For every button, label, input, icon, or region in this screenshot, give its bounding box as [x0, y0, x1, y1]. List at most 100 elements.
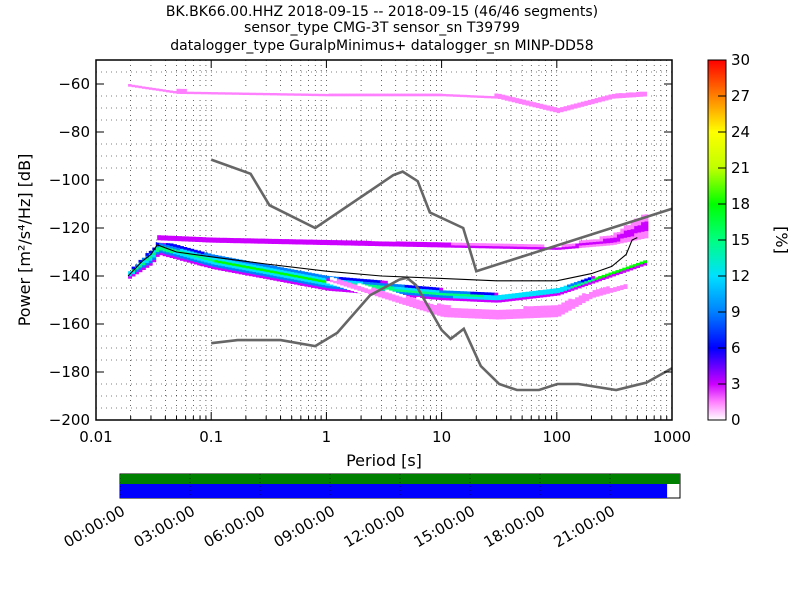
density-cell: [141, 264, 146, 268]
density-cell: [518, 295, 523, 298]
density-cell: [336, 240, 341, 243]
density-cell: [345, 96, 350, 99]
density-cell: [637, 225, 642, 228]
density-band-upper-band: [157, 211, 649, 253]
density-cell: [273, 273, 278, 276]
density-cell: [155, 251, 160, 255]
density-cell: [596, 246, 600, 249]
density-cell: [481, 309, 486, 312]
density-cell: [603, 243, 607, 246]
density-cell: [141, 86, 146, 89]
density-cell: [563, 108, 568, 112]
density-cell: [632, 94, 637, 98]
density-cell: [221, 265, 226, 269]
density-cell: [309, 242, 314, 245]
density-cell: [276, 269, 281, 272]
density-cell: [571, 243, 576, 247]
density-cell: [563, 285, 568, 289]
density-cell: [623, 288, 628, 292]
density-cell: [216, 242, 220, 246]
density-cell: [567, 284, 571, 288]
density-cell: [363, 283, 367, 287]
density-cell: [630, 221, 635, 225]
density-cell: [554, 247, 559, 250]
density-cell: [425, 286, 430, 290]
density-cell: [526, 313, 531, 316]
density-cell: [433, 311, 438, 315]
density-cell: [367, 289, 372, 292]
density-cell: [563, 106, 568, 109]
density-cell: [480, 292, 485, 295]
density-cell: [218, 89, 222, 93]
density-cell: [457, 310, 462, 313]
density-cell: [392, 246, 397, 249]
density-cell: [176, 257, 181, 260]
density-cell: [585, 242, 590, 245]
density-cell: [637, 239, 642, 243]
density-cell: [228, 260, 233, 263]
density-cell: [371, 294, 376, 298]
density-cell: [409, 246, 414, 250]
density-cell: [174, 240, 179, 244]
density-cell: [328, 288, 333, 291]
density-cell: [197, 91, 202, 95]
density-cell: [249, 268, 253, 272]
density-cell: [385, 246, 390, 249]
density-cell: [594, 279, 599, 283]
density-cell: [488, 309, 493, 312]
density-cell: [197, 255, 202, 259]
density-cell: [214, 264, 219, 268]
density-cell: [197, 93, 202, 97]
density-cell: [468, 313, 472, 316]
density-cell: [544, 244, 549, 248]
density-cell: [419, 307, 424, 311]
density-cell: [370, 282, 374, 285]
density-cell: [502, 307, 507, 310]
density-cell: [471, 318, 476, 321]
density-cell: [530, 308, 535, 311]
density-cell: [356, 93, 361, 97]
density-cell: [145, 89, 150, 92]
density-cell: [361, 243, 365, 246]
density-cell: [598, 97, 602, 100]
density-cell: [419, 305, 424, 308]
density-cell: [518, 98, 523, 102]
density-cell: [598, 278, 602, 282]
density-cell: [478, 311, 483, 314]
density-cell: [256, 265, 260, 268]
density-cell: [160, 235, 165, 239]
density-cell: [342, 289, 347, 292]
density-cell: [615, 95, 620, 99]
density-cell: [191, 236, 196, 240]
density-cell: [558, 309, 562, 312]
density-cell: [446, 293, 450, 296]
density-cell: [457, 312, 462, 316]
density-cell: [641, 226, 645, 230]
density-cell: [411, 295, 416, 298]
density-cell: [509, 309, 514, 312]
density-cell: [643, 96, 647, 99]
density-cell: [394, 288, 399, 292]
density-cell: [343, 240, 348, 244]
density-cell: [259, 275, 264, 279]
density-cell: [195, 236, 200, 240]
density-cell: [352, 283, 357, 286]
density-cell: [492, 314, 497, 317]
density-cell: [148, 262, 153, 266]
density-cell: [477, 292, 482, 295]
density-cell: [449, 290, 454, 294]
density-cell: [570, 109, 575, 112]
density-cell: [522, 104, 526, 108]
density-cell: [419, 246, 424, 250]
density-cell: [506, 248, 511, 252]
density-cell: [207, 258, 212, 261]
density-cell: [338, 96, 343, 99]
density-cell: [285, 239, 289, 242]
density-cell: [323, 242, 327, 245]
density-cell: [307, 274, 312, 278]
density-cell: [616, 238, 621, 242]
density-cell: [447, 307, 452, 311]
density-cell: [450, 305, 455, 308]
density-cell: [561, 299, 566, 303]
